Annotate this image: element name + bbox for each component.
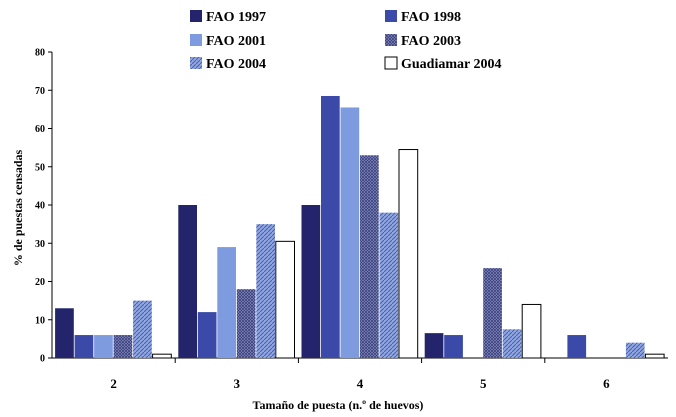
x-tick-label: 3 bbox=[234, 376, 241, 391]
bar bbox=[424, 333, 444, 358]
bar bbox=[74, 335, 94, 358]
bar bbox=[217, 247, 236, 358]
x-tick-label: 6 bbox=[603, 376, 610, 391]
bar bbox=[113, 335, 133, 358]
x-tick-label: 5 bbox=[480, 376, 487, 391]
bar bbox=[275, 240, 295, 359]
bar bbox=[644, 353, 665, 359]
y-tick-label: 0 bbox=[40, 354, 45, 365]
legend-swatch bbox=[190, 10, 202, 22]
y-tick-label: 30 bbox=[35, 239, 45, 250]
legend-label: FAO 2004 bbox=[206, 57, 266, 72]
legend-label: FAO 2001 bbox=[206, 34, 266, 49]
bar bbox=[567, 335, 587, 358]
y-tick-label: 20 bbox=[35, 277, 45, 288]
legend-label: FAO 1997 bbox=[206, 10, 266, 25]
bar bbox=[521, 303, 542, 359]
x-tick-label: 2 bbox=[110, 376, 117, 391]
legend-label: Guadiamar 2004 bbox=[401, 57, 501, 72]
bar bbox=[340, 107, 360, 359]
bar bbox=[483, 268, 502, 358]
y-tick-label: 80 bbox=[35, 48, 45, 59]
legend-swatch bbox=[190, 34, 202, 46]
bar bbox=[197, 312, 217, 358]
legend: FAO 1997 FAO 1998 FAO 2001 FAO 2003 FAO 2004… bbox=[190, 10, 501, 72]
legend-swatch bbox=[190, 57, 202, 69]
bar bbox=[256, 224, 275, 358]
y-tick-label: 40 bbox=[35, 201, 45, 212]
y-tick-label: 60 bbox=[35, 124, 45, 135]
bar bbox=[178, 205, 197, 358]
y-tick-label: 10 bbox=[35, 315, 45, 326]
bar bbox=[236, 289, 256, 358]
plot-area: 0 10 20 30 40 50 60 70 80 2 3 4 5 6 bbox=[35, 48, 668, 391]
legend-swatch bbox=[385, 34, 397, 46]
bar bbox=[321, 95, 340, 359]
bar bbox=[133, 300, 152, 358]
bar bbox=[55, 308, 74, 358]
bar bbox=[152, 353, 172, 359]
bar bbox=[502, 329, 522, 358]
y-axis-title: % de puestas censadas bbox=[11, 150, 25, 267]
bar bbox=[301, 205, 321, 358]
legend-label: FAO 2003 bbox=[401, 34, 461, 49]
bar bbox=[444, 335, 463, 358]
x-axis-title: Tamaño de puesta (n.º de huevos) bbox=[253, 398, 424, 412]
y-tick-label: 70 bbox=[35, 86, 45, 97]
x-tick-label: 4 bbox=[357, 376, 364, 391]
bar bbox=[398, 149, 419, 359]
bar bbox=[379, 212, 399, 358]
bar bbox=[625, 342, 645, 358]
legend-swatch bbox=[384, 56, 398, 70]
bar bbox=[360, 155, 379, 358]
legend-swatch bbox=[385, 10, 397, 22]
legend-label: FAO 1998 bbox=[401, 10, 461, 25]
bar bbox=[94, 335, 113, 358]
y-tick-label: 50 bbox=[35, 162, 45, 173]
